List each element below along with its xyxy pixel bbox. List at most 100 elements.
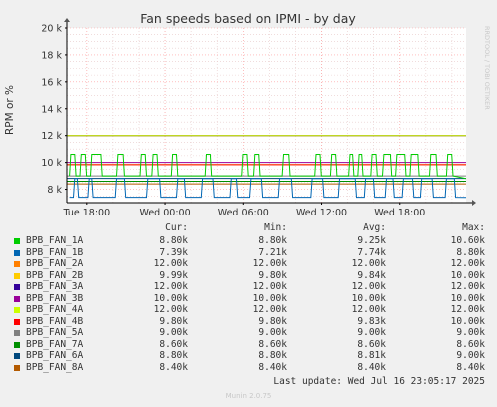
legend-name: BPB_FAN_1B <box>26 246 84 258</box>
legend-row: BPB_FAN_3A 12.00k 12.00k 12.00k 12.00k <box>0 281 497 293</box>
legend-avg: 9.25k <box>357 235 386 246</box>
series-line-bpb-fan-1b <box>69 178 467 199</box>
legend-min: 9.80k <box>258 269 287 281</box>
legend-cur: 9.00k <box>159 327 188 338</box>
y-tick-label: 12 k <box>41 131 62 142</box>
legend-cur: 12.00k <box>153 304 188 315</box>
legend-name: BPB_FAN_8A <box>26 361 84 373</box>
legend-cur: 8.80k <box>159 235 188 246</box>
legend-avg: 12.00k <box>351 258 386 269</box>
legend-max: 8.60k <box>456 338 485 350</box>
x-tick-label: Wed 12:00 <box>296 208 347 215</box>
legend-max: 8.40k <box>456 361 485 373</box>
legend-swatch <box>14 318 20 325</box>
legend-swatch <box>14 341 20 348</box>
y-tick-label: 14 k <box>41 104 62 115</box>
legend-max: 12.00k <box>450 281 485 292</box>
y-tick-label: 18 k <box>41 50 62 61</box>
legend-name: BPB_FAN_4A <box>26 304 84 315</box>
legend-max: 10.60k <box>450 235 485 246</box>
legend-name: BPB_FAN_5A <box>26 327 84 338</box>
legend-row: BPB_FAN_1A 8.80k 8.80k 9.25k 10.60k <box>0 235 497 247</box>
legend-swatch <box>14 238 20 244</box>
legend-name: BPB_FAN_6A <box>26 350 84 361</box>
legend-min: 12.00k <box>252 258 287 269</box>
x-axis-arrow <box>472 200 476 206</box>
legend-avg: 9.00k <box>357 327 386 338</box>
legend-max: 12.00k <box>450 258 485 269</box>
legend-avg: 9.83k <box>357 315 386 327</box>
axes <box>64 18 476 206</box>
legend-cur: 12.00k <box>153 258 188 269</box>
legend-row: BPB_FAN_6A 8.80k 8.80k 8.81k 9.00k <box>0 350 497 362</box>
legend-name: BPB_FAN_1A <box>26 235 84 246</box>
munin-version: Munin 2.0.75 <box>225 392 272 400</box>
legend-avg: 7.74k <box>357 246 386 258</box>
legend-name: BPB_FAN_7A <box>26 338 84 350</box>
legend-max: 10.00k <box>450 292 485 304</box>
legend-cur: 7.39k <box>159 246 188 258</box>
legend-header-min: Min: <box>264 222 287 233</box>
legend-row: BPB_FAN_7A 8.60k 8.60k 8.60k 8.60k <box>0 339 497 351</box>
legend-max: 12.00k <box>450 304 485 315</box>
legend-cur: 8.40k <box>159 361 188 373</box>
chart: Fan speeds based on IPMI - by day RPM or… <box>4 11 491 215</box>
legend-max: 10.00k <box>450 269 485 281</box>
legend-row: BPB_FAN_2B 9.99k 9.80k 9.84k 10.00k <box>0 270 497 282</box>
legend-avg: 8.60k <box>357 338 386 350</box>
legend-row: BPB_FAN_5A 9.00k 9.00k 9.00k 9.00k <box>0 327 497 339</box>
legend-avg: 9.84k <box>357 269 386 281</box>
x-tick-label: Tue 18:00 <box>63 208 111 215</box>
legend-avg: 12.00k <box>351 281 386 292</box>
legend-max: 10.00k <box>450 315 485 327</box>
legend-header-avg: Avg: <box>363 222 386 233</box>
legend-swatch <box>14 353 20 359</box>
legend-cur: 9.99k <box>159 269 188 281</box>
legend-cur: 10.00k <box>153 292 188 304</box>
legend-min: 8.80k <box>258 350 287 361</box>
x-tick-label: Wed 00:00 <box>140 208 191 215</box>
legend-header-cur: Cur: <box>165 222 188 233</box>
legend-name: BPB_FAN_2B <box>26 269 84 281</box>
legend-swatch <box>14 364 20 371</box>
legend-max: 8.80k <box>456 246 485 258</box>
legend-avg: 10.00k <box>351 292 386 304</box>
legend-row: BPB_FAN_8A 8.40k 8.40k 8.40k 8.40k <box>0 362 497 374</box>
legend-swatch <box>14 272 20 279</box>
legend-min: 7.21k <box>258 246 287 258</box>
legend-name: BPB_FAN_4B <box>26 315 84 327</box>
x-tick-label: Wed 18:00 <box>374 208 425 215</box>
legend-min: 9.80k <box>258 315 287 327</box>
legend-min: 8.80k <box>258 235 287 246</box>
legend-min: 9.00k <box>258 327 287 338</box>
legend-row: BPB_FAN_3B 10.00k 10.00k 10.00k 10.00k <box>0 293 497 305</box>
legend-cur: 9.80k <box>159 315 188 327</box>
series-line-bpb-fan-1a <box>69 154 467 180</box>
legend-cur: 8.60k <box>159 338 188 350</box>
legend-swatch <box>14 249 20 256</box>
legend-swatch <box>14 284 20 290</box>
grid <box>67 27 466 203</box>
x-tick-label: Wed 06:00 <box>218 208 269 215</box>
legend-header: Cur: Min: Avg: Max: <box>0 222 497 234</box>
y-tick-label: 8 k <box>47 185 62 196</box>
legend-min: 12.00k <box>252 304 287 315</box>
legend-swatch <box>14 330 20 336</box>
legend-min: 8.60k <box>258 338 287 350</box>
y-tick-label: 20 k <box>41 24 62 35</box>
y-tick-label: 10 k <box>41 158 62 169</box>
legend-swatch <box>14 307 20 313</box>
rrdtool-watermark: RRDTOOL / TOBI OETIKER <box>483 26 491 110</box>
legend-cur: 12.00k <box>153 281 188 292</box>
y-axis-arrow <box>64 18 70 22</box>
legend-row: BPB_FAN_4B 9.80k 9.80k 9.83k 10.00k <box>0 316 497 328</box>
y-axis-label: RPM or % <box>4 85 16 135</box>
legend-min: 8.40k <box>258 361 287 373</box>
legend-name: BPB_FAN_3B <box>26 292 84 304</box>
legend-swatch <box>14 261 20 267</box>
legend-swatch <box>14 295 20 302</box>
legend-row: BPB_FAN_1B 7.39k 7.21k 7.74k 8.80k <box>0 247 497 259</box>
legend-min: 10.00k <box>252 292 287 304</box>
legend-max: 9.00k <box>456 327 485 338</box>
legend-max: 9.00k <box>456 350 485 361</box>
